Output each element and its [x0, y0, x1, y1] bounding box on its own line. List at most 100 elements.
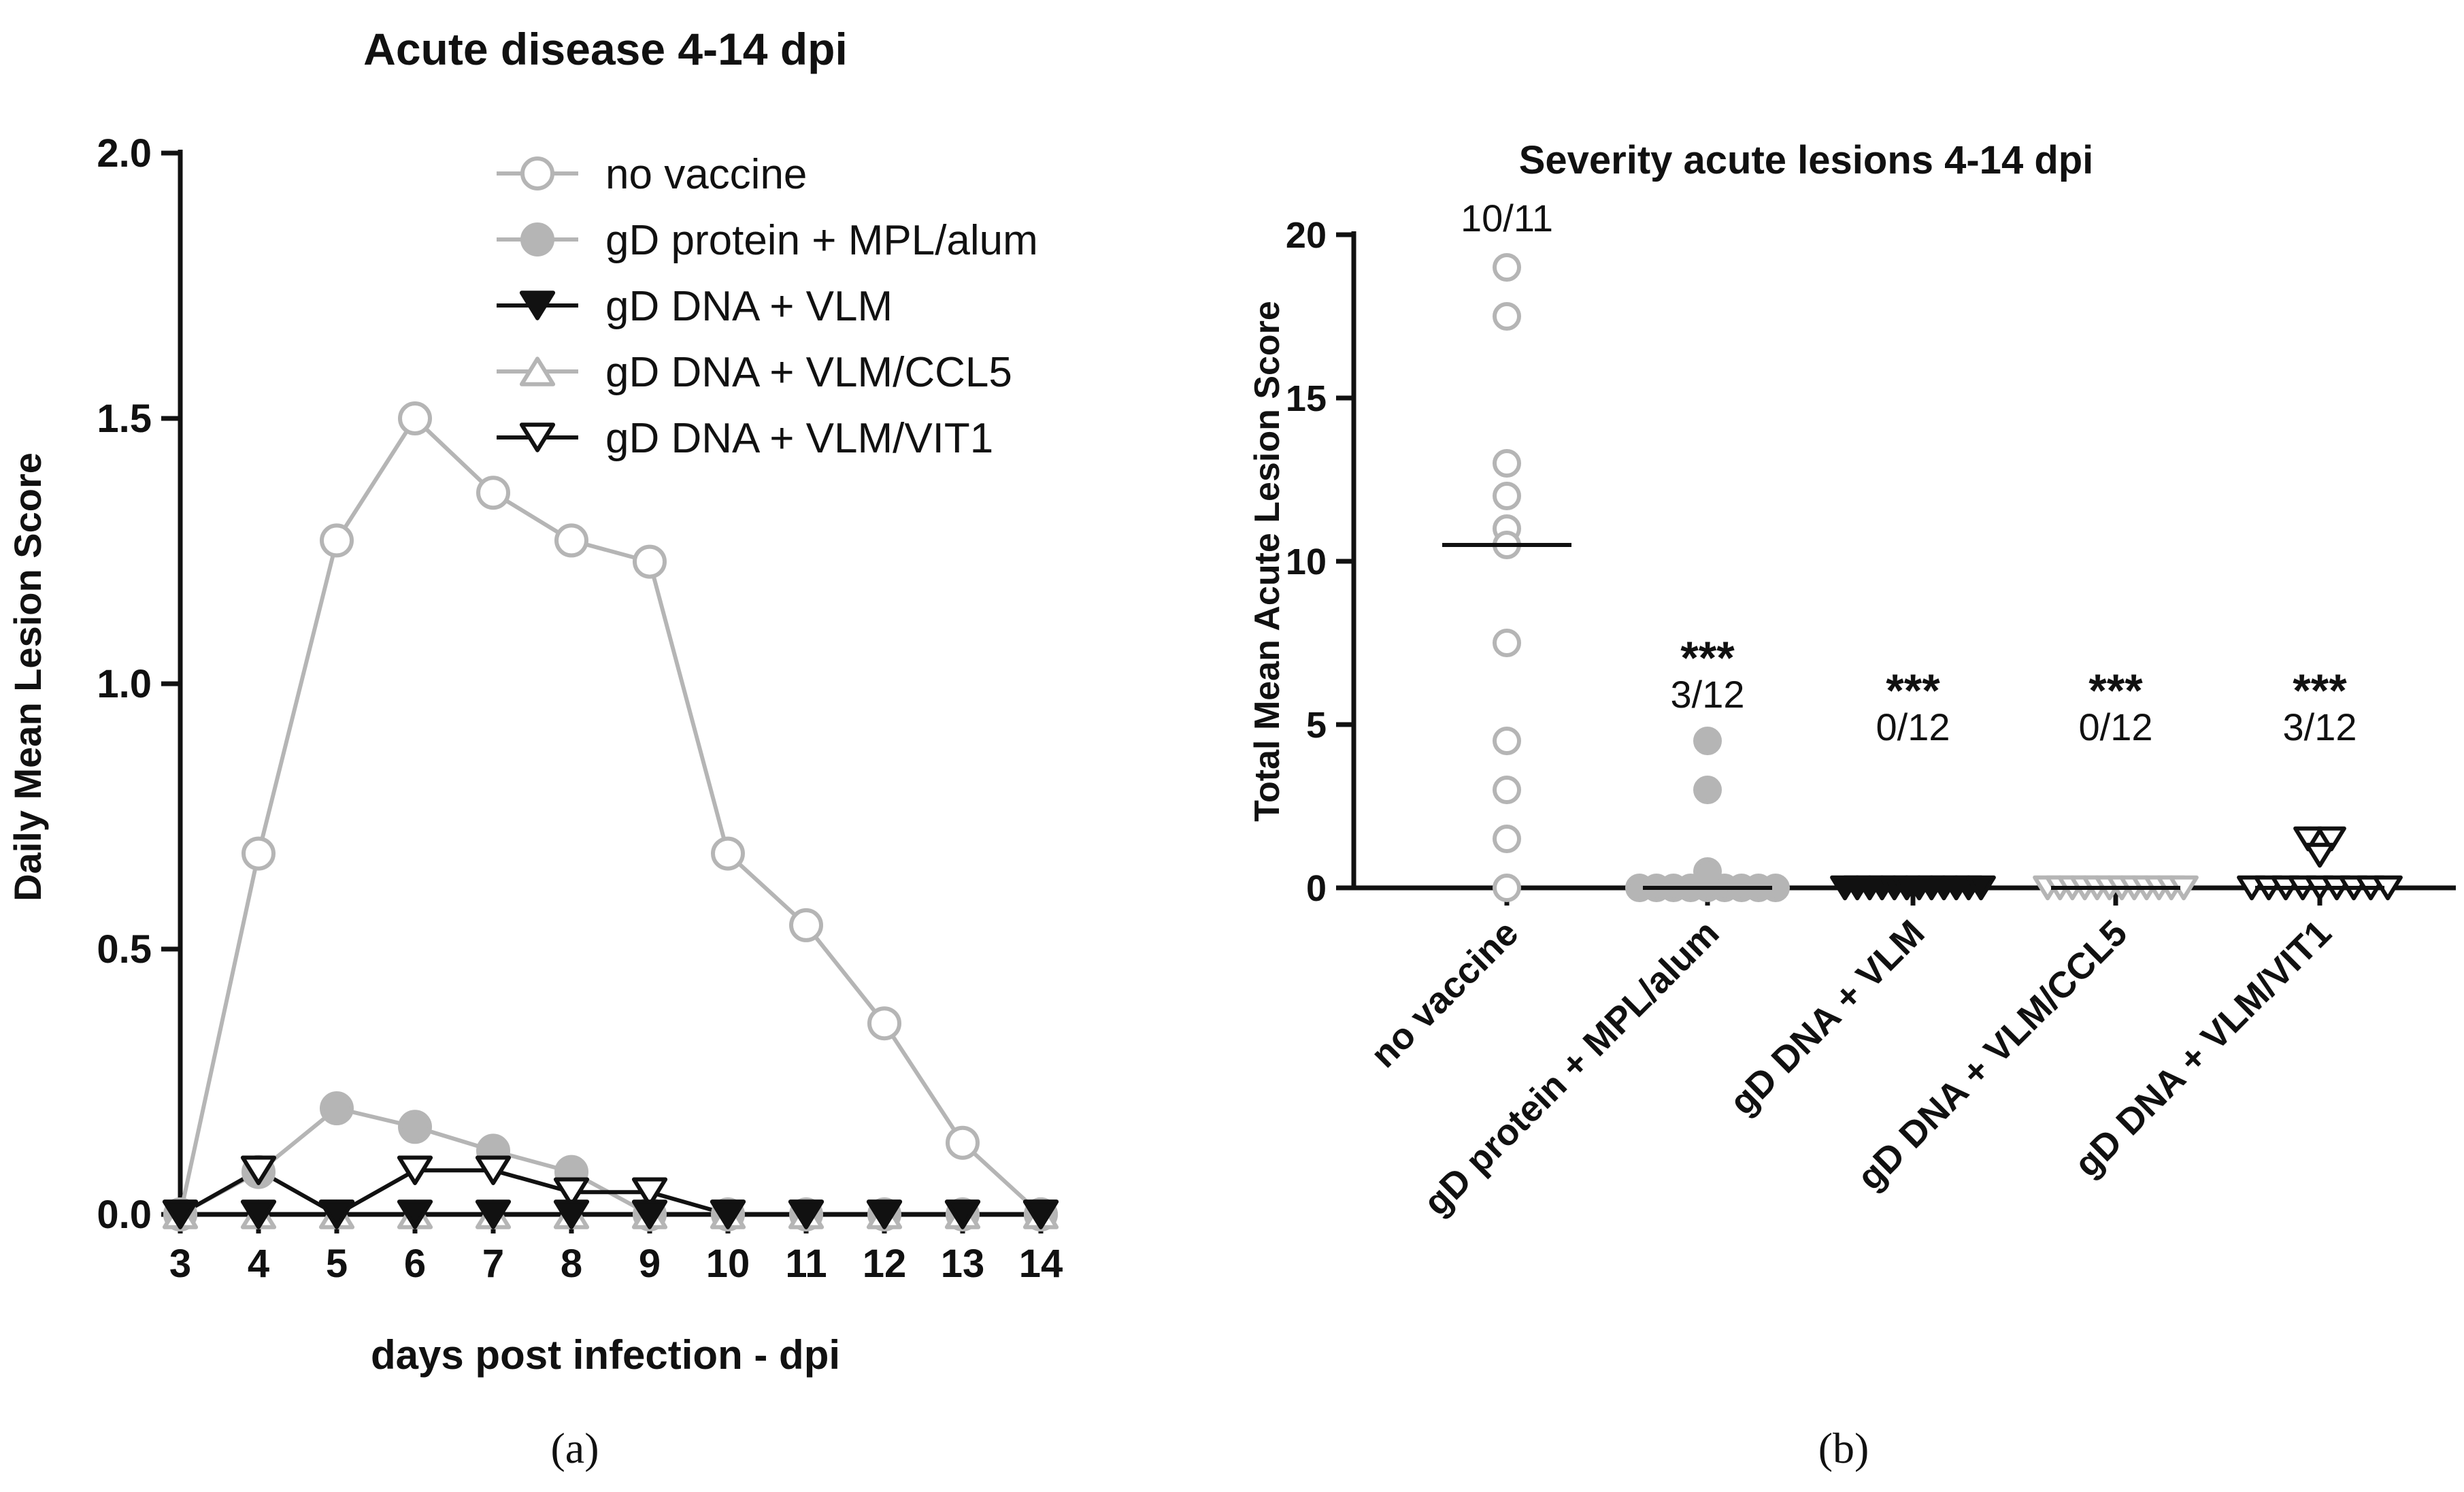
panel-b-point: [1493, 776, 1521, 804]
panel-b-point: [1493, 449, 1521, 478]
panel-a-xtick-label: 14: [1019, 1242, 1063, 1286]
panel-a-ytick-label: 0.5: [97, 927, 152, 972]
panel-a: Acute disease 4-14 dpi Daily Mean Lesion…: [6, 24, 1063, 1472]
panel-b-point: [1493, 253, 1521, 282]
legend-label: gD protein + MPL/alum: [605, 217, 1038, 264]
panel-b-ytick-label: 20: [1286, 215, 1327, 256]
panel-a-point: [788, 1199, 825, 1229]
panel-a-point: [242, 836, 276, 871]
panel-b-point: [1493, 825, 1521, 853]
panel-b-point: [2293, 826, 2323, 852]
panel-a-point: [554, 523, 588, 558]
panel-a-caption: (a): [550, 1424, 599, 1472]
panel-b-xtick-label: gD DNA + VLM: [1722, 912, 1932, 1123]
legend-marker: [520, 156, 554, 190]
panel-a-ytick-label: 2.0: [97, 131, 152, 176]
legend-marker: [519, 422, 556, 452]
panel-a-series: [162, 401, 1059, 1231]
panel-b-point: [1493, 482, 1521, 510]
panel-a-legend: no vaccine gD protein + MPL/alum gD DNA + …: [497, 151, 1038, 462]
panel-a-point: [397, 1199, 433, 1229]
panel-b-ytick-label: 0: [1306, 868, 1327, 909]
panel-a-point: [475, 1199, 512, 1229]
panel-b-point: [1693, 727, 1722, 755]
panel-b-ylabel: Total Mean Acute Lesion Score: [1248, 301, 1287, 822]
panel-a-point: [633, 544, 667, 579]
panel-b-title: Severity acute lesions 4-14 dpi: [1519, 138, 2094, 182]
legend-label: gD DNA + VLM: [605, 283, 893, 330]
panel-a-series-line: [179, 1168, 1041, 1216]
panel-a-title: Acute disease 4-14 dpi: [363, 24, 848, 74]
panel-a-ylabel: Daily Mean Lesion Score: [6, 452, 49, 901]
legend-label: gD DNA + VLM/VIT1: [605, 415, 993, 462]
panel-b-significance-stars: ***: [1680, 632, 1735, 684]
panel-b-xtick-label: no vaccine: [1363, 912, 1527, 1076]
panel-a-point: [946, 1125, 980, 1160]
panel-a-point: [1022, 1199, 1059, 1229]
panel-a-point: [476, 476, 510, 510]
panel-a-point: [397, 1155, 433, 1185]
panel-a-point: [475, 1155, 512, 1185]
panel-a-point: [631, 1177, 668, 1207]
panel-a-point: [162, 1199, 199, 1229]
panel-a-ytick-label: 1.0: [97, 662, 152, 706]
panel-a-xtick-label: 8: [561, 1242, 582, 1286]
panel-b-ytick-label: 10: [1286, 542, 1327, 582]
panel-a-xtick-label: 13: [941, 1242, 985, 1286]
panel-a-point: [789, 908, 823, 942]
panel-a-point: [867, 1006, 901, 1041]
panel-b-fraction-label: 0/12: [2079, 706, 2153, 748]
panel-a-ytick-label: 0.0: [97, 1193, 152, 1237]
panel-a-xtick-label: 9: [639, 1242, 661, 1286]
panel-b-point: [1493, 727, 1521, 755]
panel-b-point: [2316, 826, 2346, 852]
panel-a-point: [553, 1199, 590, 1229]
panel-b-fraction-label: 0/12: [1876, 706, 1950, 748]
panel-b-ytick-label: 5: [1306, 705, 1327, 746]
legend-marker: [519, 357, 556, 386]
panel-b-groups: 10/11***3/12 ***0/12***0/12***3/12: [1442, 197, 2403, 902]
panel-b-fraction-label: 3/12: [1671, 673, 1745, 716]
panel-a-xtick-label: 11: [785, 1242, 827, 1286]
panel-a-xtick-label: 4: [248, 1242, 269, 1286]
panel-b-significance-stars: ***: [2088, 665, 2143, 716]
panel-a-point: [240, 1155, 277, 1185]
panel-a-point: [710, 1199, 746, 1229]
panel-a-xtick-label: 12: [863, 1242, 907, 1286]
panel-a-point: [553, 1177, 590, 1207]
panel-a-point: [320, 523, 354, 558]
panel-a-xlabel: days post infection - dpi: [371, 1332, 840, 1378]
panel-a-ytick-label: 1.5: [97, 397, 152, 441]
legend-marker: [519, 291, 556, 320]
panel-b-significance-stars: ***: [2293, 665, 2347, 716]
legend-label: gD DNA + VLM/CCL5: [605, 349, 1012, 396]
panel-b-point: [2305, 842, 2335, 868]
legend-marker: [520, 222, 554, 256]
panel-b-caption: (b): [1818, 1424, 1869, 1472]
panel-b-point: [1693, 776, 1722, 804]
panel-b-fraction-label: 10/11: [1461, 197, 1553, 239]
panel-b-point: [1493, 874, 1521, 902]
panel-a-point: [320, 1091, 354, 1125]
panel-a-point: [944, 1199, 981, 1229]
panel-a-point: [398, 1110, 432, 1144]
panel-a-axes: 0.0 0.5 1.0 1.5 2.0 3 4 5 6 7 8 9 10 11 12 13 14: [97, 131, 1063, 1286]
legend-label: no vaccine: [605, 151, 807, 198]
panel-b-point: [1493, 302, 1521, 331]
panel-a-point: [240, 1199, 277, 1229]
panel-a-xtick-label: 10: [706, 1242, 750, 1286]
panel-a-point: [711, 836, 745, 871]
panel-a-xtick-label: 5: [326, 1242, 348, 1286]
panel-a-point: [318, 1199, 355, 1229]
panel-a-xtick-label: 6: [404, 1242, 426, 1286]
panel-b-point: [1493, 629, 1521, 657]
panel-a-point: [398, 401, 432, 435]
panel-a-point: [631, 1199, 668, 1229]
panel-b-fraction-label: 3/12: [2283, 706, 2357, 748]
panel-b-ytick-label: 15: [1286, 378, 1327, 419]
panel-a-point: [866, 1199, 903, 1229]
panel-b: Severity acute lesions 4-14 dpi Total Me…: [1248, 138, 2456, 1472]
panel-a-series-line: [178, 416, 1043, 1216]
